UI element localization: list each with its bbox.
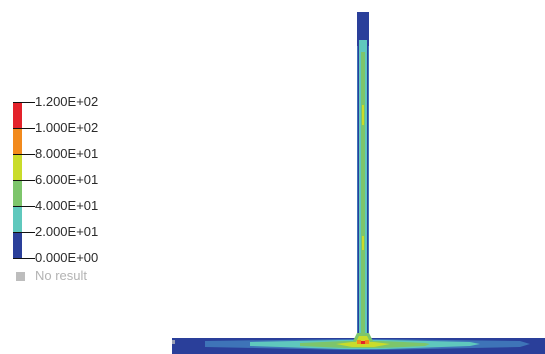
legend-label: 6.000E+01 bbox=[35, 172, 99, 187]
legend-swatch-yellow-green bbox=[13, 154, 22, 180]
legend-swatch-red bbox=[13, 102, 22, 128]
legend-tick-line bbox=[13, 128, 35, 129]
legend-tick-line bbox=[13, 232, 35, 233]
no-result-label: No result bbox=[35, 268, 88, 283]
contour-legend: 1.200E+02 1.000E+02 8.000E+01 6.000E+01 … bbox=[0, 0, 160, 300]
joint-hotspot bbox=[353, 333, 373, 344]
legend-label: 2.000E+01 bbox=[35, 224, 99, 239]
no-result-swatch bbox=[16, 272, 25, 281]
legend-label: 8.000E+01 bbox=[35, 146, 99, 161]
legend-tick-line bbox=[13, 154, 35, 155]
legend-swatch-blue bbox=[13, 232, 22, 258]
legend-label: 4.000E+01 bbox=[35, 198, 99, 213]
legend-tick-line bbox=[13, 102, 35, 103]
legend-swatch-orange bbox=[13, 128, 22, 154]
legend-tick-line bbox=[13, 180, 35, 181]
legend-swatch-teal bbox=[13, 206, 22, 232]
legend-swatch-green bbox=[13, 180, 22, 206]
legend-tick-line bbox=[13, 258, 35, 259]
vertical-member bbox=[357, 12, 369, 342]
legend-label: 1.000E+02 bbox=[35, 120, 99, 135]
legend-label: 0.000E+00 bbox=[35, 250, 99, 265]
legend-label: 1.200E+02 bbox=[35, 94, 99, 109]
horizontal-member bbox=[172, 338, 545, 354]
legend-tick-line bbox=[13, 206, 35, 207]
